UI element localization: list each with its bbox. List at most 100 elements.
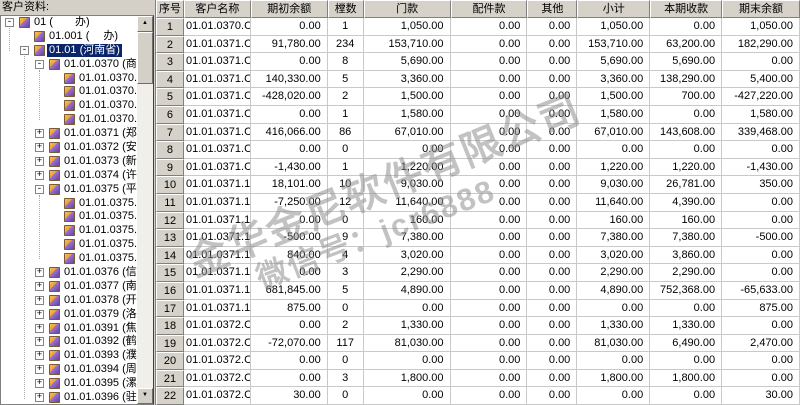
tree-item[interactable]: 01.001 ( 办) [1, 30, 137, 44]
collapse-icon[interactable]: - [5, 17, 14, 27]
expand-icon[interactable]: + [35, 294, 44, 305]
column-header[interactable]: 小计 [577, 0, 651, 18]
row-number-cell[interactable]: 2 [156, 35, 184, 54]
tree-item[interactable]: 01.01.0370. [1, 85, 137, 99]
row-number-cell[interactable]: 14 [156, 246, 184, 265]
expand-icon[interactable]: + [35, 378, 44, 389]
column-header[interactable]: 本期收款 [650, 0, 723, 18]
expand-icon[interactable]: + [35, 322, 44, 333]
row-number-cell[interactable]: 4 [156, 70, 184, 89]
tree-item[interactable]: - 01.01.0375 (平 [1, 183, 137, 197]
row-number-cell[interactable]: 10 [156, 176, 184, 194]
expand-icon[interactable]: + [35, 155, 44, 166]
column-header[interactable]: 期末余额 [722, 0, 800, 18]
tree-item-label[interactable]: 01.01.0370. [79, 85, 137, 98]
tree-item-label[interactable]: 01.01.0395 (漯 [64, 377, 137, 390]
table-row[interactable]: 13 01.01.0371.1 -500.00 9 7,380.00 0.00 0.00 7,… [156, 229, 800, 247]
table-row[interactable]: 2 01.01.0371.C 91,780.00 234 153,710.00 0.00 0… [156, 35, 800, 54]
row-number-cell[interactable]: 19 [156, 334, 184, 353]
expand-icon[interactable]: + [35, 392, 44, 403]
row-number-cell[interactable]: 9 [156, 158, 184, 177]
tree-item[interactable]: +01.01.0374 (许 [1, 169, 137, 183]
tree-item[interactable]: +01.01.0395 (漯 [1, 377, 137, 391]
tree-item[interactable]: +01.01.0376 (信 [1, 266, 137, 280]
tree-item-label[interactable]: 01.01.0375. [79, 238, 137, 251]
tree-item-label[interactable]: 01.01.0377 (南 [64, 279, 137, 292]
column-header[interactable]: 其他 [527, 0, 578, 18]
tree-item-label[interactable]: 01.01.0375. [79, 196, 137, 209]
tree-item[interactable]: +01.01.0373 (新 [1, 155, 137, 169]
collapse-icon[interactable]: - [20, 44, 29, 55]
tree-item[interactable]: +01.01.0391 (焦 [1, 322, 137, 336]
tree-item[interactable]: +01.01.0393 (濮 [1, 349, 137, 363]
tree-item[interactable]: 01.01.0370. [1, 72, 137, 86]
tree-scrollbar[interactable]: ▲ ▼ [137, 16, 153, 404]
tree-item-label[interactable]: 01.01.0392 (鹤 [64, 335, 137, 348]
tree-item-label[interactable]: 01.01.0379 (洛 [64, 307, 137, 320]
tree-item-label[interactable]: 01.01.0374 (许 [64, 168, 137, 181]
tree-item[interactable]: 01.01.0375. [1, 210, 137, 224]
row-number-cell[interactable]: 17 [156, 299, 184, 318]
expand-icon[interactable]: + [35, 364, 44, 375]
row-number-cell[interactable]: 16 [156, 281, 184, 300]
row-number-cell[interactable]: 20 [156, 352, 184, 370]
scrollbar-down-icon[interactable]: ▼ [137, 388, 153, 404]
table-row[interactable]: 10 01.01.0371.1 18,101.00 10 9,030.00 0.00 0.0… [156, 176, 800, 194]
table-row[interactable]: 17 01.01.0371.1 875.00 0 0.00 0.00 0.00 0.00 0.0… [156, 299, 800, 318]
table-row[interactable]: 8 01.01.0371.C 0.00 0 0.00 0.00 0.00 0.00 0.00 0.… [156, 141, 800, 159]
row-number-cell[interactable]: 13 [156, 229, 184, 247]
tree-item-label[interactable]: 01.01.0370. [79, 113, 137, 126]
tree-item-label[interactable]: 01.01.0375. [79, 210, 137, 223]
tree-item-label[interactable]: 01.01.0370 (商 [64, 57, 137, 70]
scrollbar-thumb[interactable] [137, 32, 153, 84]
tree-item-label[interactable]: 01.01.0375. [79, 252, 137, 265]
table-row[interactable]: 19 01.01.0372.C -72,070.00 117 81,030.00 0.00… [156, 334, 800, 353]
table-row[interactable]: 7 01.01.0371.C 416,066.00 86 67,010.00 0.00 0.… [156, 123, 800, 142]
row-number-cell[interactable]: 5 [156, 88, 184, 106]
table-row[interactable]: 9 01.01.0371.C -1,430.00 1 1,220.00 0.00 0.00 1… [156, 158, 800, 177]
column-header[interactable]: 序号 [156, 0, 184, 18]
collapse-icon[interactable]: - [35, 58, 44, 69]
tree-item[interactable]: 01.01.0370. [1, 113, 137, 127]
column-header[interactable]: 樘数 [327, 0, 364, 18]
table-row[interactable]: 11 01.01.0371.1 -7,250.00 12 11,640.00 0.00 0.… [156, 193, 800, 212]
tree-item-label[interactable]: 01.01.0370. [79, 99, 137, 112]
row-number-cell[interactable]: 7 [156, 123, 184, 142]
tree-item-label[interactable]: 01.01.0378 (开 [64, 293, 137, 306]
table-row[interactable]: 12 01.01.0371.1 0.00 0 160.00 0.00 0.00 160.00 1… [156, 211, 800, 230]
tree-item[interactable]: +01.01.0394 (周 [1, 363, 137, 377]
row-number-cell[interactable]: 8 [156, 141, 184, 159]
row-number-cell[interactable]: 6 [156, 105, 184, 124]
tree-item[interactable]: +01.01.0371 (郑 [1, 127, 137, 141]
column-header[interactable]: 期初余额 [250, 0, 328, 18]
tree-item[interactable]: +01.01.0392 (鹤 [1, 335, 137, 349]
table-row[interactable]: 1 01.01.0370.C 0.00 1 1,050.00 0.00 0.00 1,050.… [156, 18, 800, 36]
row-number-cell[interactable]: 1 [156, 18, 184, 36]
expand-icon[interactable]: + [35, 336, 44, 347]
expand-icon[interactable]: + [35, 169, 44, 180]
tree-item-label[interactable]: 01.01.0376 (信 [64, 266, 137, 279]
expand-icon[interactable]: + [35, 267, 44, 278]
tree-item-label[interactable]: 01.01.0372 (安 [64, 141, 137, 154]
tree-item-label[interactable]: 01.01.0375 (平 [64, 182, 137, 195]
tree-item-label[interactable]: 01.01.0373 (新 [64, 154, 137, 167]
tree-item-label[interactable]: 01.01.0375. [79, 224, 137, 237]
tree-item[interactable]: 01.01.0370. [1, 99, 137, 113]
table-row[interactable]: 18 01.01.0372.C 0.00 2 1,330.00 0.00 0.00 1,330… [156, 317, 800, 335]
table-row[interactable]: 15 01.01.0371.1 0.00 3 2,290.00 0.00 0.00 2,290… [156, 264, 800, 282]
tree-item-label[interactable]: 01 ( 办) [34, 16, 90, 28]
table-row[interactable]: 3 01.01.0371.C 0.00 8 5,690.00 0.00 0.00 5,690.… [156, 53, 800, 71]
expand-icon[interactable]: + [35, 350, 44, 361]
tree-item[interactable]: 01.01.0375. [1, 224, 137, 238]
tree-item[interactable]: 01.01.0375. [1, 252, 137, 266]
table-row[interactable]: 22 01.01.0372.C 30.00 0 0.00 0.00 0.00 0.00 0.00… [156, 387, 800, 405]
tree-item[interactable]: +01.01.0379 (洛 [1, 308, 137, 322]
tree-item[interactable]: +01.01.0372 (安 [1, 141, 137, 155]
tree-item[interactable]: +01.01.0396 (驻 [1, 391, 137, 404]
tree-item-label[interactable]: 01.01.0396 (驻 [64, 391, 137, 404]
tree-item[interactable]: +01.01.0377 (南 [1, 280, 137, 294]
row-number-cell[interactable]: 11 [156, 193, 184, 212]
column-header[interactable]: 配件款 [450, 0, 528, 18]
tree-item-label[interactable]: 01.01 (河南省) [47, 43, 122, 57]
table-row[interactable]: 4 01.01.0371.C 140,330.00 5 3,360.00 0.00 0.00… [156, 70, 800, 89]
